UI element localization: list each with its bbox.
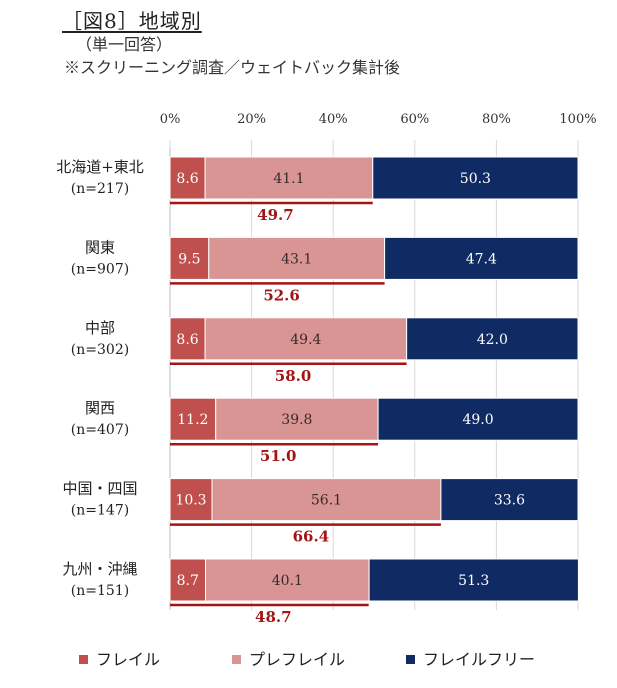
category-label: 中国・四国 [62, 480, 137, 498]
x-tick-label: 0% [160, 112, 181, 127]
total-label: 49.7 [257, 206, 294, 224]
data-label: 40.1 [272, 573, 303, 589]
total-label: 48.7 [255, 608, 292, 626]
data-label: 33.6 [494, 493, 525, 509]
legend-swatch [232, 655, 241, 664]
data-label: 8.7 [177, 573, 199, 589]
total-label: 66.4 [293, 528, 330, 546]
category-label: 九州・沖縄 [62, 560, 137, 578]
total-label: 58.0 [275, 367, 312, 385]
x-tick-label: 80% [482, 112, 511, 127]
bar-segment [215, 397, 379, 441]
legend-label: プレフレイル [249, 650, 345, 669]
data-label: 10.3 [175, 493, 206, 509]
data-label: 56.1 [311, 493, 342, 509]
data-label: 43.1 [281, 251, 312, 267]
chart-subtitle-note: ※スクリーニング調査／ウェイトバック集計後 [64, 58, 401, 77]
chart-title: ［図8］地域別 [62, 9, 202, 33]
data-label: 9.5 [178, 251, 200, 267]
bar-segment [204, 156, 374, 200]
category-n-label: (n=147) [71, 503, 129, 519]
bar-segment [204, 317, 408, 361]
legend-swatch [406, 655, 415, 664]
data-label: 39.8 [281, 412, 312, 428]
category-n-label: (n=907) [71, 261, 129, 277]
category-n-label: (n=302) [71, 342, 129, 358]
data-label: 42.0 [477, 332, 508, 348]
legend-label: フレイル [96, 650, 160, 669]
bar-segment [211, 478, 442, 522]
category-label: 北海道+東北 [56, 158, 144, 176]
bar-segment [169, 558, 206, 602]
bar-segment [204, 558, 370, 602]
total-label: 51.0 [260, 447, 297, 465]
bar-segment [372, 156, 579, 200]
legend-label: フレイルフリー [423, 650, 535, 669]
data-label: 51.3 [458, 573, 489, 589]
bar-segment [169, 236, 210, 280]
bar-segment [377, 397, 579, 441]
bar-segment [169, 156, 206, 200]
legend-swatch [79, 655, 88, 664]
category-n-label: (n=407) [71, 422, 129, 438]
x-tick-label: 40% [319, 112, 348, 127]
title-block: ［図8］地域別 （単一回答） ※スクリーニング調査／ウェイトバック集計後 [62, 8, 400, 80]
bar-segment [169, 397, 217, 441]
category-label: 関西 [85, 399, 115, 417]
bar-segment [440, 478, 579, 522]
category-n-label: (n=217) [71, 181, 129, 197]
data-label: 49.4 [290, 332, 321, 348]
data-label: 47.4 [466, 251, 497, 267]
data-label: 49.0 [462, 412, 493, 428]
x-tick-label: 60% [400, 112, 429, 127]
bar-segment [169, 478, 213, 522]
chart-subtitle-answer-type: （単一回答） [76, 35, 173, 54]
x-tick-label: 100% [559, 112, 596, 127]
x-tick-label: 20% [237, 112, 266, 127]
category-label: 関東 [85, 238, 115, 256]
total-label: 52.6 [263, 286, 300, 304]
bar-segment [384, 236, 579, 280]
data-label: 8.6 [176, 171, 198, 187]
bar-segment [208, 236, 386, 280]
bar-segment [368, 558, 579, 602]
data-label: 8.6 [176, 332, 198, 348]
data-label: 41.1 [273, 171, 304, 187]
bar-segment [406, 317, 579, 361]
category-n-label: (n=151) [71, 583, 129, 599]
category-label: 中部 [85, 319, 115, 337]
data-label: 11.2 [177, 412, 208, 428]
data-label: 50.3 [460, 171, 491, 187]
